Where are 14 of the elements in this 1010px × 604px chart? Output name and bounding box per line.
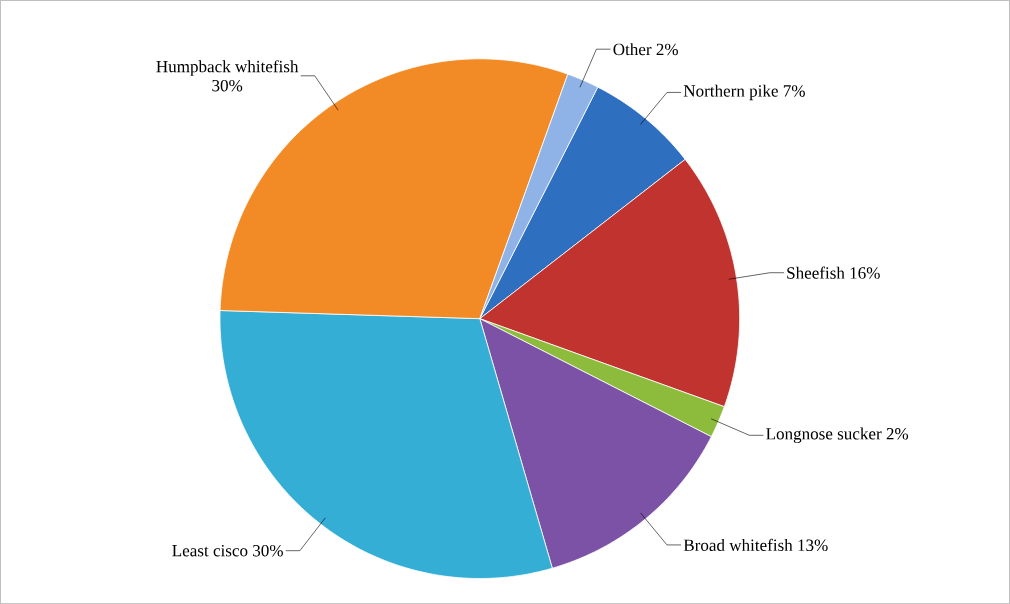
data-label: 16% [850,267,880,279]
slice-label: Broad whitefish [683,538,793,551]
slice-label: Sheefish [787,266,845,279]
slice-label: Longnose sucker [766,427,882,443]
data-label: 2% [886,427,909,440]
data-label: 2% [656,43,679,56]
data-label: 13% [798,539,828,551]
slice-label: Humpback whitefish [156,60,299,76]
data-label: 30% [212,79,243,92]
slice-label: Least cisco [172,544,248,557]
slice-label: Other [613,43,652,56]
data-label: 7% [783,85,805,97]
data-label: 30% [253,544,283,557]
slice-label: Northern pike [683,84,778,101]
